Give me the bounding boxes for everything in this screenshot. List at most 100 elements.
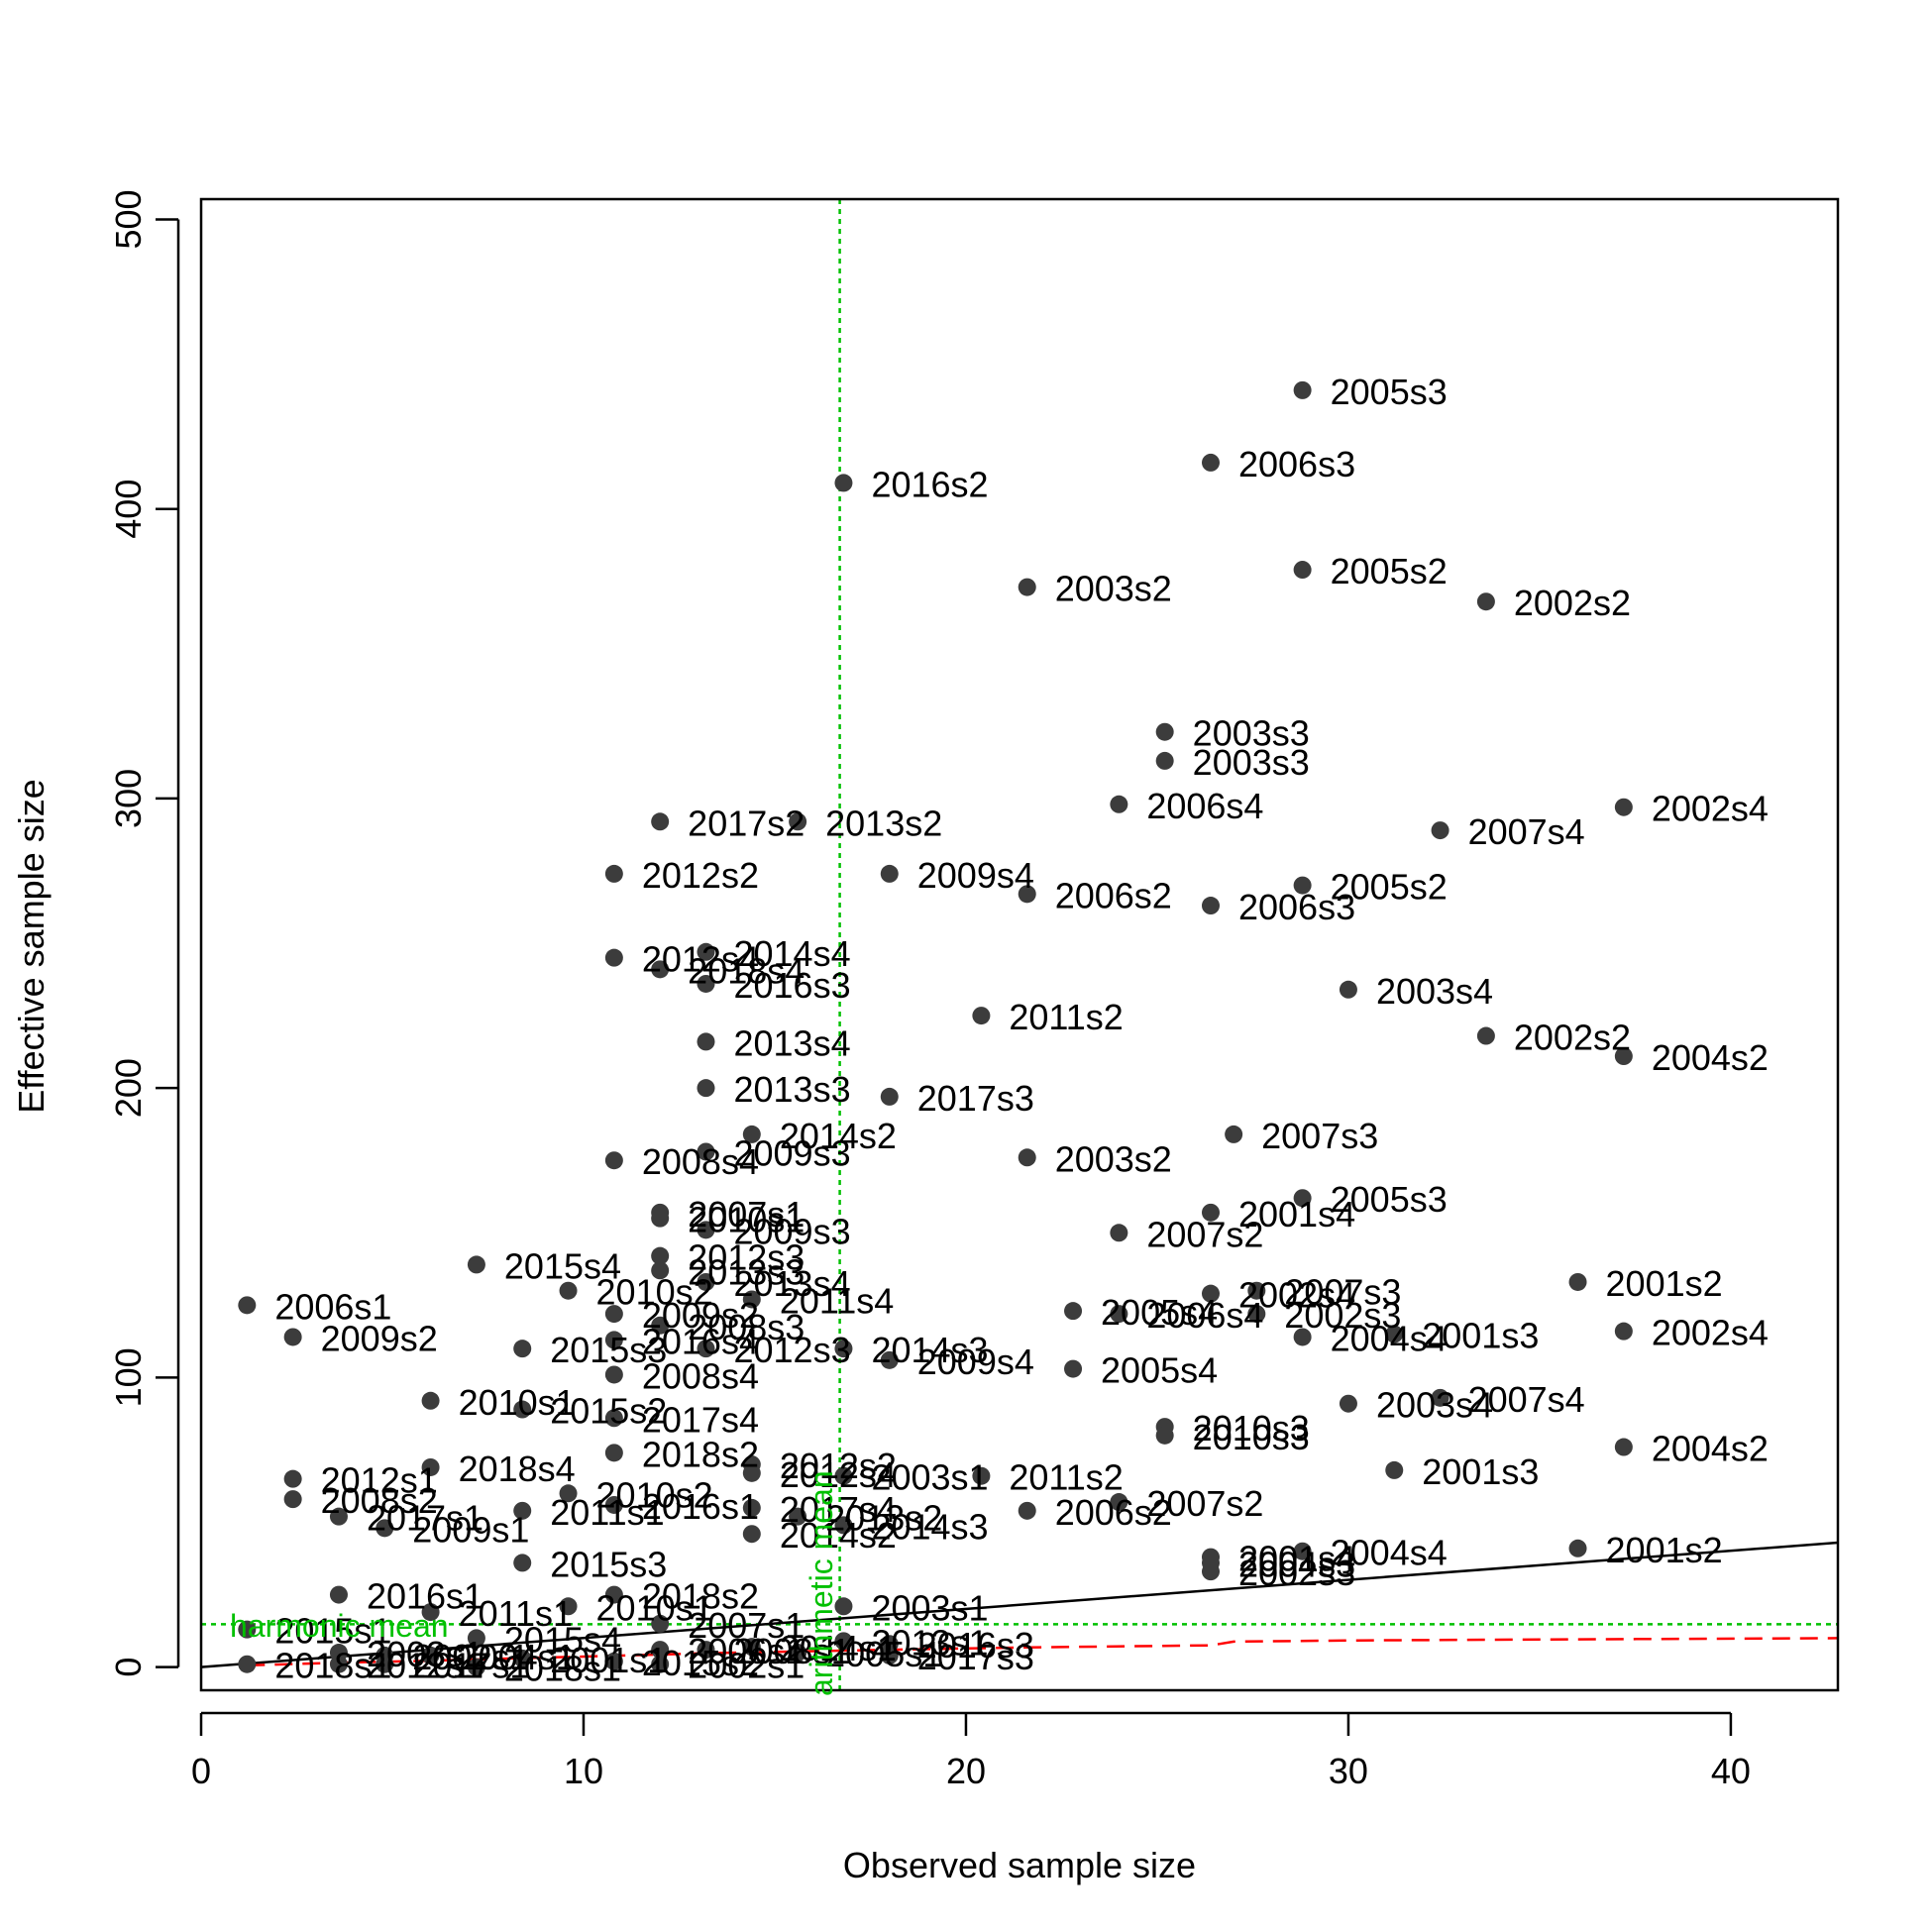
- data-point: [1064, 1302, 1083, 1321]
- data-point: [651, 960, 670, 979]
- data-point: [1155, 1426, 1174, 1445]
- point-label: 2002s3: [1238, 1553, 1355, 1593]
- point-label: 2001s3: [1422, 1316, 1539, 1356]
- data-point: [604, 1365, 623, 1384]
- data-point: [1018, 1501, 1036, 1520]
- point-label: 2010s1: [688, 1200, 805, 1240]
- point-label: 2013s1: [871, 1622, 988, 1663]
- data-point: [697, 1221, 715, 1239]
- data-point: [238, 1620, 257, 1639]
- data-point: [1339, 1394, 1357, 1413]
- data-point: [697, 1272, 715, 1291]
- point-label: 2011s1: [459, 1593, 573, 1634]
- point-label: 2006s4: [1146, 786, 1263, 826]
- data-point: [1110, 795, 1128, 813]
- data-point: [1064, 1359, 1083, 1378]
- point-label: 2012s1: [321, 1460, 438, 1501]
- point-label: 2006s2: [1055, 1492, 1172, 1533]
- point-label: 2012s4: [642, 939, 759, 980]
- y-tick-label: 500: [108, 189, 149, 249]
- point-label: 2017s3: [917, 1637, 1034, 1677]
- point-label: 2015s1: [274, 1611, 391, 1652]
- point-label: 2015s4: [504, 1619, 621, 1660]
- point-label: 2009s2: [642, 1295, 759, 1336]
- point-label: 2017s1: [412, 1646, 529, 1686]
- data-point: [329, 1585, 348, 1604]
- point-label: 2018s1: [274, 1646, 391, 1686]
- point-label: 2008s4: [642, 1355, 759, 1396]
- data-point: [1293, 876, 1312, 895]
- data-point: [834, 1597, 853, 1616]
- point-label: 2014s2: [780, 1116, 897, 1156]
- data-point: [1293, 1328, 1312, 1346]
- dashed-curve: [247, 1637, 1839, 1667]
- point-label: 2004s2: [1652, 1037, 1769, 1078]
- data-point: [1201, 1284, 1220, 1303]
- data-point: [1225, 1125, 1243, 1143]
- data-point: [880, 1646, 899, 1664]
- data-point: [1293, 1542, 1312, 1560]
- point-label: 2015s2: [550, 1391, 667, 1432]
- y-tick-label: 300: [108, 769, 149, 828]
- point-label: 2016s3: [733, 965, 850, 1006]
- data-point: [697, 974, 715, 993]
- data-point: [834, 1340, 853, 1358]
- data-point: [559, 1484, 578, 1503]
- data-point: [421, 1646, 440, 1664]
- y-tick-label: 400: [108, 480, 149, 539]
- point-label: 2015s4: [504, 1245, 621, 1286]
- point-label: 2014s1: [780, 1628, 897, 1668]
- data-point: [651, 1614, 670, 1633]
- point-label: 2007s4: [1468, 811, 1585, 852]
- point-label: 2007s4: [1468, 1379, 1585, 1420]
- point-label: 2010s3: [1193, 1417, 1310, 1457]
- point-label: 2017s1: [367, 1498, 483, 1539]
- data-point: [559, 1281, 578, 1300]
- point-label: 2018s1: [504, 1649, 621, 1689]
- data-point: [467, 1629, 485, 1648]
- data-point: [697, 1032, 715, 1051]
- point-label: 2017s3: [917, 1078, 1034, 1119]
- data-point: [651, 1209, 670, 1228]
- point-label: 2002s1: [412, 1637, 529, 1677]
- data-point: [1155, 751, 1174, 770]
- data-point: [559, 1597, 578, 1616]
- data-point: [880, 1087, 899, 1106]
- data-point: [1614, 1438, 1633, 1456]
- x-tick-label: 0: [191, 1751, 211, 1791]
- data-point: [651, 1316, 670, 1335]
- point-label: 2013s4: [733, 1263, 850, 1304]
- point-label: 2011s2: [1009, 1457, 1123, 1498]
- point-label: 2008s3: [688, 1307, 805, 1347]
- x-tick-label: 20: [946, 1751, 986, 1791]
- point-label: 2016s4: [642, 1321, 759, 1361]
- data-point: [1293, 380, 1312, 399]
- point-label: 2004s4: [1331, 1533, 1448, 1573]
- data-point: [1201, 897, 1220, 915]
- point-label: 2006s1: [274, 1286, 391, 1327]
- data-point: [697, 1641, 715, 1660]
- point-label: 2015s3: [550, 1544, 667, 1584]
- data-point: [697, 1340, 715, 1358]
- harmonic-mean-label: harmonic mean: [230, 1608, 449, 1644]
- point-label: 2013s2: [825, 1498, 942, 1539]
- point-label: 2009s3: [733, 1132, 850, 1173]
- data-point: [1018, 885, 1036, 904]
- point-label: 2010s2: [596, 1474, 713, 1515]
- point-label: 2005s1: [825, 1634, 942, 1674]
- point-label: 2001s2: [1606, 1530, 1723, 1570]
- data-point: [880, 864, 899, 883]
- data-point: [742, 1290, 761, 1309]
- data-point: [1614, 1047, 1633, 1066]
- data-point: [604, 1444, 623, 1462]
- data-point: [972, 1007, 991, 1025]
- data-point: [1614, 1322, 1633, 1341]
- point-label: 2018s2: [642, 1434, 759, 1474]
- point-label: 2003s3: [1193, 713, 1310, 754]
- data-point: [238, 1655, 257, 1673]
- data-point: [1201, 453, 1220, 472]
- data-point: [697, 1142, 715, 1161]
- data-point: [880, 1350, 899, 1369]
- point-label: 2007s1: [688, 1194, 805, 1234]
